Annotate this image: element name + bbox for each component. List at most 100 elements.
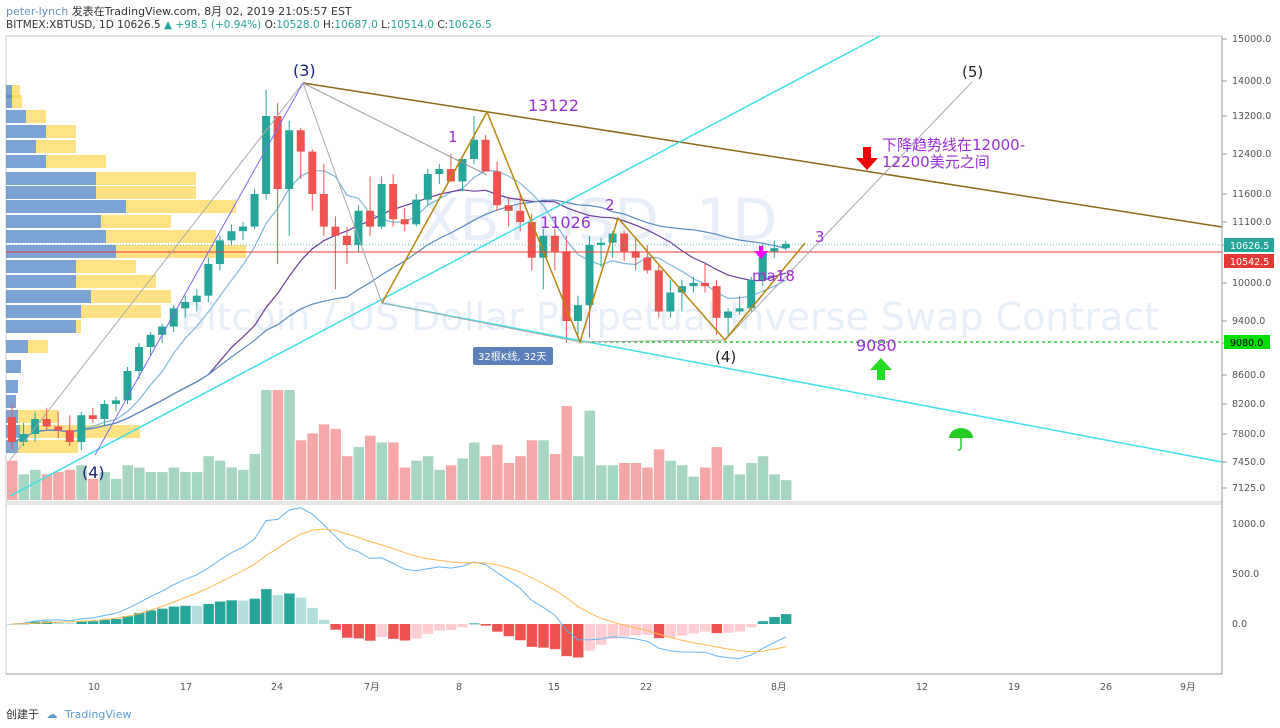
volume-profile-sell — [28, 340, 48, 353]
volume-bar — [434, 469, 445, 500]
macd-histogram — [7, 507, 792, 660]
candle-body — [239, 226, 247, 232]
volume-bar — [388, 442, 399, 500]
volume-profile-buy — [6, 380, 18, 393]
volume-bar — [249, 453, 261, 500]
low-value: 10514.0 — [390, 19, 434, 31]
change-value: +98.5 (+0.94%) — [175, 19, 262, 31]
sub-wave-1-label: 1 — [448, 128, 458, 146]
volume-bar — [572, 456, 584, 500]
macd-bar — [596, 624, 607, 645]
candle-body — [123, 371, 132, 401]
up-arrow-icon — [870, 358, 892, 380]
macd-bar — [734, 624, 746, 632]
macd-bar — [53, 621, 64, 624]
macd-bar — [249, 598, 261, 624]
volume-bar — [619, 463, 630, 500]
macd-bar — [515, 624, 526, 641]
tradingview-logo-icon[interactable]: ☁ — [46, 708, 58, 721]
macd-bar — [76, 621, 87, 624]
volume-bar — [214, 460, 226, 500]
candle-body — [527, 222, 536, 258]
candles — [8, 89, 790, 450]
header-line-2: BITMEX:XBTUSD, 1D 10626.5 ▲ +98.5 (+0.94… — [6, 19, 492, 31]
candle-body — [169, 308, 178, 327]
price-axis-label: 8600.0 — [1232, 370, 1265, 381]
price-axis-label: 10000.0 — [1232, 278, 1271, 289]
candle-body — [458, 159, 467, 182]
down-arrow-icon — [856, 147, 878, 170]
candle-body — [666, 292, 675, 312]
price-axis-label: 12400.0 — [1232, 149, 1271, 160]
downtrend-text-2: 12200美元之间 — [882, 153, 990, 171]
volume-bar — [7, 460, 18, 500]
macd-bar — [480, 624, 492, 626]
volume-bar — [41, 474, 53, 500]
candle-body — [643, 257, 652, 271]
channel-upper-line[interactable] — [9, 35, 881, 497]
volume-bar — [457, 458, 468, 500]
volume-bar — [584, 410, 595, 500]
main-panel-frame — [5, 35, 1223, 503]
volume-bar — [549, 453, 561, 500]
volume-profile-sell — [126, 200, 236, 213]
tradingview-brand[interactable]: TradingView — [65, 708, 132, 721]
macd-bar — [572, 624, 584, 658]
candle-body — [701, 283, 709, 287]
volume-bar — [411, 460, 422, 500]
support-price-tag — [1224, 335, 1270, 349]
volume-bar — [365, 435, 376, 500]
footer: 创建于 ☁ TradingView — [6, 706, 131, 722]
macd-bar — [434, 624, 445, 631]
macd-axis-label: 0.0 — [1232, 619, 1247, 630]
volume-bar — [780, 480, 792, 500]
volume-profile-buy — [6, 200, 126, 213]
candle-body — [88, 415, 97, 419]
macd-bar — [64, 623, 76, 625]
volume-bar — [168, 467, 180, 500]
volume-profile-buy — [6, 85, 12, 98]
macd-bar — [411, 624, 422, 639]
volume-bar — [642, 467, 653, 500]
macd-bar — [503, 624, 515, 637]
volume-profile-sell — [101, 215, 171, 228]
candle-body — [735, 308, 744, 312]
volume-bar — [734, 474, 746, 500]
volume-bar — [110, 478, 122, 500]
candle-body — [192, 295, 201, 302]
volume-bar — [746, 463, 757, 500]
volume-profile-buy — [6, 110, 26, 123]
volume-bar — [30, 469, 41, 500]
macd-bar — [180, 605, 191, 624]
range-badge-text: 32根K线, 32天 — [478, 350, 546, 363]
volume-bar — [653, 449, 665, 500]
macd-bar — [341, 624, 353, 638]
volume-profile-buy — [6, 395, 16, 408]
macd-bar — [330, 624, 341, 630]
price-axis-label: 7800.0 — [1232, 429, 1265, 440]
volume-bar — [630, 463, 642, 500]
macd-bar — [711, 624, 723, 634]
macd-bar — [642, 624, 653, 635]
downtrend-line[interactable] — [302, 82, 1223, 228]
macd-bar — [388, 624, 399, 639]
volume-profile-sell — [12, 95, 22, 108]
volume-profile-sell — [36, 140, 76, 153]
support-price-tag-text: 9080.0 — [1230, 338, 1263, 349]
volume-profile-buy — [6, 260, 76, 273]
price-axis-label: 11100.0 — [1232, 217, 1271, 228]
candle-body — [77, 415, 86, 442]
volume-bar — [480, 456, 492, 500]
candle-body — [654, 270, 663, 312]
macd-bar — [99, 619, 110, 624]
sub-wave-path[interactable] — [381, 110, 806, 345]
volume-bar — [99, 472, 110, 500]
channel-lower-line[interactable] — [381, 302, 1223, 463]
candle-body — [100, 404, 109, 419]
volume-bar — [757, 456, 769, 500]
author-name[interactable]: peter-lynch — [6, 5, 69, 18]
candle-body — [677, 286, 686, 293]
elliott-wave-path[interactable] — [9, 81, 973, 461]
volume-profile-sell — [76, 275, 156, 288]
